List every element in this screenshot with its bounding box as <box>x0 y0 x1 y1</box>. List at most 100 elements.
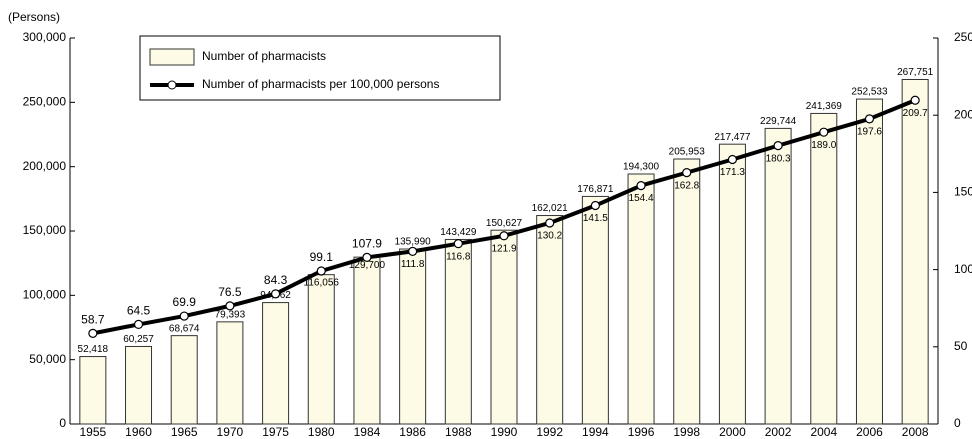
line-marker <box>682 168 692 178</box>
line-marker <box>362 252 372 263</box>
line-value-label: 116.8 <box>446 251 471 262</box>
x-tick-label: 1960 <box>125 425 152 439</box>
y-tick-label: 50,000 <box>29 352 66 366</box>
bar-value-label: 241,369 <box>806 101 843 112</box>
legend-swatch <box>167 80 177 90</box>
bar-value-label: 68,674 <box>169 323 200 334</box>
bar-value-label: 79,393 <box>215 309 246 320</box>
line-marker <box>225 301 235 311</box>
line-value-label: 171.3 <box>720 167 745 178</box>
x-tick-label: 2006 <box>856 425 883 439</box>
bar <box>125 345 153 425</box>
bar <box>810 112 838 425</box>
x-tick-label: 1984 <box>354 425 381 439</box>
legend-swatch <box>149 48 195 66</box>
y-tick-label: 250,000 <box>23 95 67 109</box>
line-value-label: 111.8 <box>401 259 425 270</box>
bar <box>855 98 883 425</box>
y2-tick-label: 250 <box>954 30 972 44</box>
bar <box>581 195 609 425</box>
line-marker <box>316 266 326 276</box>
line-value-label: 130.2 <box>537 231 562 242</box>
line-value-label: 197.6 <box>857 127 882 138</box>
x-tick-label: 2000 <box>719 425 746 439</box>
bar-value-label: 267,751 <box>897 67 934 78</box>
bar-value-label: 217,477 <box>714 132 751 143</box>
line-value-label: 189.0 <box>811 140 836 151</box>
bar <box>901 78 929 425</box>
bar-value-label: 229,744 <box>760 116 797 127</box>
bar <box>79 356 107 425</box>
line-value-label: 107.9 <box>352 237 382 251</box>
line-value-label: 141.5 <box>583 213 608 224</box>
bar-value-label: 162,021 <box>532 203 569 214</box>
line-value-label: 209.7 <box>903 108 928 119</box>
bar <box>490 229 518 425</box>
line-value-label: 84.3 <box>264 273 288 287</box>
bar <box>399 248 427 425</box>
bar <box>764 127 792 425</box>
bar-value-label: 129,700 <box>349 260 386 271</box>
bar-value-label: 176,871 <box>577 184 614 195</box>
line-marker <box>636 181 646 191</box>
line-marker <box>270 289 281 299</box>
line-value-label: 76.5 <box>218 285 242 299</box>
legend-label: Number of pharmacists <box>202 49 326 63</box>
line-marker <box>453 239 463 249</box>
line-marker <box>545 218 555 228</box>
y-tick-label: 300,000 <box>23 30 67 44</box>
bar <box>627 173 655 425</box>
y2-tick-label: 200 <box>954 107 972 121</box>
line-value-label: 64.5 <box>127 304 151 318</box>
legend-label: Number of pharmacists per 100,000 person… <box>202 77 439 91</box>
y-tick-label: 150,000 <box>23 223 67 237</box>
line-value-label: 154.4 <box>629 193 654 204</box>
line-marker <box>133 319 144 330</box>
bar-value-label: 194,300 <box>623 162 660 173</box>
bar <box>673 158 701 425</box>
y-tick-label: 0 <box>59 416 66 430</box>
x-tick-label: 1986 <box>399 425 426 439</box>
line-value-label: 69.9 <box>173 295 197 309</box>
line-marker <box>727 154 738 165</box>
x-tick-label: 1996 <box>628 425 655 439</box>
line-marker <box>773 141 783 151</box>
line-marker <box>88 328 98 338</box>
bar <box>216 321 244 425</box>
y2-tick-label: 0 <box>954 416 961 430</box>
bar <box>307 274 335 425</box>
bar-value-label: 60,257 <box>123 334 154 345</box>
bar <box>444 238 472 425</box>
x-tick-label: 1998 <box>673 425 700 439</box>
line-value-label: 162.8 <box>674 180 699 191</box>
line-value-label: 99.1 <box>310 250 334 264</box>
y-axis-label: (Persons) <box>8 10 60 24</box>
line-value-label: 121.9 <box>491 243 516 254</box>
x-tick-label: 1990 <box>491 425 518 439</box>
x-tick-label: 1970 <box>217 425 244 439</box>
line-marker <box>499 231 509 241</box>
bar <box>353 256 381 425</box>
bar-value-label: 150,627 <box>486 218 523 229</box>
bar <box>170 335 198 425</box>
x-tick-label: 1955 <box>79 425 106 439</box>
bar-value-label: 52,418 <box>78 344 109 355</box>
x-tick-label: 1980 <box>308 425 335 439</box>
line-value-label: 58.7 <box>81 313 105 327</box>
line-marker <box>408 246 418 256</box>
x-tick-label: 1975 <box>262 425 289 439</box>
bar-value-label: 205,953 <box>669 147 706 158</box>
x-tick-label: 1965 <box>171 425 198 439</box>
line-marker <box>864 114 875 124</box>
bar <box>262 302 290 425</box>
y2-tick-label: 150 <box>954 185 972 199</box>
bar <box>718 143 746 425</box>
legend-box <box>139 35 501 101</box>
bar-value-label: 116,056 <box>304 277 340 288</box>
x-tick-label: 1988 <box>445 425 472 439</box>
line-marker <box>590 200 600 211</box>
x-tick-label: 2002 <box>765 425 792 439</box>
line-marker <box>819 127 829 137</box>
y2-tick-label: 50 <box>954 339 968 353</box>
